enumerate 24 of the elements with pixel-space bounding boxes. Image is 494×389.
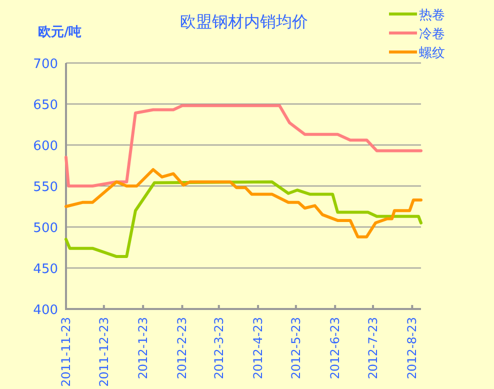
x-tick-label: 2011-11-23 <box>59 317 73 387</box>
x-tick-label: 2012-2-23 <box>175 317 190 380</box>
y-tick-label: 400 <box>33 303 58 318</box>
y-tick-label: 450 <box>33 262 58 277</box>
y-tick-label: 700 <box>33 57 58 72</box>
x-tick-label: 2012-8-23 <box>405 317 420 380</box>
x-tick-label: 2011-12-23 <box>96 317 111 387</box>
x-tick-label: 2012-6-23 <box>328 317 342 380</box>
y-tick-label: 550 <box>33 180 58 195</box>
legend-label: 螺纹 <box>419 46 445 61</box>
legend-label: 冷卷 <box>419 27 445 42</box>
y-tick-label: 650 <box>33 98 58 113</box>
y-tick-label: 600 <box>33 139 58 154</box>
legend-label: 热卷 <box>419 8 445 23</box>
x-tick-label: 2012-7-23 <box>366 317 380 380</box>
x-tick-label: 2012-4-23 <box>251 317 266 380</box>
x-tick-label: 2012-3-23 <box>212 317 226 380</box>
x-tick-label: 2012-1-23 <box>136 317 150 380</box>
y-tick-label: 500 <box>33 221 58 236</box>
y-axis-title: 欧元/吨 <box>38 25 82 40</box>
chart-title: 欧盟钢材内销均价 <box>180 12 308 31</box>
line-series <box>64 168 422 238</box>
line-series <box>64 104 422 188</box>
x-tick-label: 2012-5-23 <box>288 317 303 380</box>
